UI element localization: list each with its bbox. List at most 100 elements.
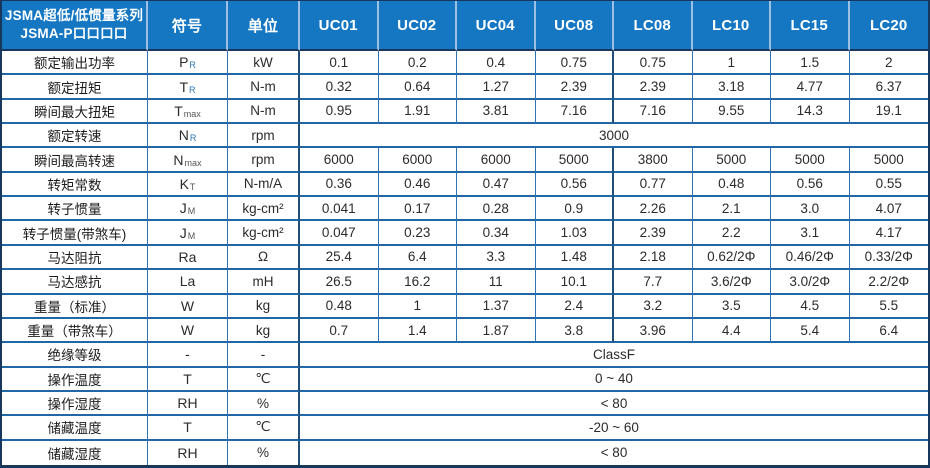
value-cell-lc20: 0.33/2Φ xyxy=(849,245,928,271)
row-label: 转子惯量 xyxy=(2,197,148,222)
row-label: 绝缘等级 xyxy=(2,343,148,368)
unit-cell: ℃ xyxy=(228,367,300,392)
unit-cell: N-m xyxy=(228,99,300,125)
value-cell-lc08: 3800 xyxy=(614,148,693,173)
symbol-cell: W xyxy=(148,318,228,344)
symbol-main: J xyxy=(179,200,187,217)
value-cell-uc04: 1.27 xyxy=(457,75,536,100)
value-cell-lc20: 6.4 xyxy=(849,318,928,344)
value-cell-uc01: 0.7 xyxy=(300,318,379,344)
symbol-main: K xyxy=(179,175,189,192)
row-label: 马达阻抗 xyxy=(2,245,148,271)
symbol-cell: T xyxy=(148,367,228,392)
value-cell-uc04: 0.47 xyxy=(457,172,536,198)
symbol-main: W xyxy=(180,322,195,339)
series-title-line2: JSMA-P口口口口 xyxy=(20,26,128,41)
series-title-line1: JSMA超低/低惯量系列 xyxy=(4,8,144,24)
value-cell-lc10: 3.5 xyxy=(692,294,771,319)
value-cell-lc20: 2.2/2Φ xyxy=(849,270,928,295)
value-cell-lc15: 1.5 xyxy=(771,51,850,76)
symbol-subscript: M xyxy=(187,206,196,217)
symbol-subscript: M xyxy=(187,230,196,241)
unit-cell: N-m/A xyxy=(228,172,300,198)
value-cell-uc04: 6000 xyxy=(457,148,536,173)
symbol-main: T xyxy=(183,370,192,387)
merged-value-cell: 0 ~ 40 xyxy=(300,367,928,392)
value-cell-uc08: 7.16 xyxy=(535,99,614,125)
model-column-header-lc10: LC10 xyxy=(692,1,771,51)
value-cell-uc04: 0.28 xyxy=(457,197,536,222)
merged-value-cell: -20 ~ 60 xyxy=(300,416,928,441)
value-cell-lc20: 4.07 xyxy=(849,197,928,222)
symbol-main: N xyxy=(173,151,184,168)
value-cell-lc08: 2.39 xyxy=(614,221,693,246)
row-label: 额定输出功率 xyxy=(2,51,148,76)
value-cell-lc08: 7.16 xyxy=(614,99,693,125)
value-cell-uc08: 0.9 xyxy=(535,197,614,222)
value-cell-uc02: 0.23 xyxy=(378,221,457,246)
value-cell-uc01: 0.95 xyxy=(300,99,379,125)
value-cell-lc08: 7.7 xyxy=(614,270,693,295)
model-column-header-uc08: UC08 xyxy=(535,1,614,51)
value-cell-lc10: 1 xyxy=(692,51,771,76)
value-cell-lc10: 2.2 xyxy=(692,221,771,246)
model-column-header-lc20: LC20 xyxy=(849,1,928,51)
symbol-subscript: T xyxy=(189,182,196,193)
value-cell-lc15: 0.46/2Φ xyxy=(771,245,850,271)
value-cell-lc10: 9.55 xyxy=(692,99,771,125)
symbol-main: T xyxy=(174,102,183,119)
value-cell-uc01: 6000 xyxy=(300,148,379,173)
symbol-cell: W xyxy=(148,294,228,319)
symbol-main: Ra xyxy=(178,248,197,265)
value-cell-uc08: 2.4 xyxy=(535,294,614,319)
value-cell-lc08: 2.39 xyxy=(614,75,693,100)
value-cell-uc04: 1.37 xyxy=(457,294,536,319)
unit-cell: kg xyxy=(228,294,300,319)
value-cell-uc08: 0.56 xyxy=(535,172,614,198)
model-column-header-uc01: UC01 xyxy=(300,1,379,51)
merged-value-cell: ClassF xyxy=(300,343,928,368)
symbol-cell: La xyxy=(148,270,228,295)
unit-cell: Ω xyxy=(228,245,300,271)
value-cell-lc15: 5000 xyxy=(771,148,850,173)
value-cell-lc20: 4.17 xyxy=(849,221,928,246)
value-cell-lc08: 2.26 xyxy=(614,197,693,222)
value-cell-lc10: 3.18 xyxy=(692,75,771,100)
value-cell-uc02: 0.2 xyxy=(378,51,457,76)
value-cell-lc20: 6.37 xyxy=(849,75,928,100)
value-cell-lc10: 2.1 xyxy=(692,197,771,222)
model-column-header-lc15: LC15 xyxy=(771,1,850,51)
value-cell-lc15: 3.0/2Φ xyxy=(771,270,850,295)
value-cell-lc15: 5.4 xyxy=(771,318,850,344)
row-label: 重量（带煞车） xyxy=(2,318,148,344)
value-cell-uc04: 1.87 xyxy=(457,318,536,344)
value-cell-lc20: 2 xyxy=(849,51,928,76)
value-cell-lc08: 0.77 xyxy=(614,172,693,198)
value-cell-uc01: 0.36 xyxy=(300,172,379,198)
value-cell-uc02: 1.91 xyxy=(378,99,457,125)
unit-cell: kW xyxy=(228,51,300,76)
symbol-cell: - xyxy=(148,343,228,368)
value-cell-uc04: 0.34 xyxy=(457,221,536,246)
value-cell-uc02: 6.4 xyxy=(378,245,457,271)
unit-cell: ℃ xyxy=(228,416,300,441)
value-cell-uc08: 1.03 xyxy=(535,221,614,246)
model-column-header-uc04: UC04 xyxy=(457,1,536,51)
value-cell-uc02: 0.46 xyxy=(378,172,457,198)
value-cell-uc01: 0.32 xyxy=(300,75,379,100)
value-cell-uc02: 0.64 xyxy=(378,75,457,100)
value-cell-uc02: 1.4 xyxy=(378,318,457,344)
unit-cell: - xyxy=(228,343,300,368)
unit-cell: kg-cm² xyxy=(228,221,300,246)
merged-value-cell: < 80 xyxy=(300,440,928,465)
value-cell-lc08: 3.96 xyxy=(614,318,693,344)
value-cell-lc10: 3.6/2Φ xyxy=(692,270,771,295)
value-cell-lc10: 0.48 xyxy=(692,172,771,198)
value-cell-lc15: 3.1 xyxy=(771,221,850,246)
value-cell-lc15: 4.77 xyxy=(771,75,850,100)
